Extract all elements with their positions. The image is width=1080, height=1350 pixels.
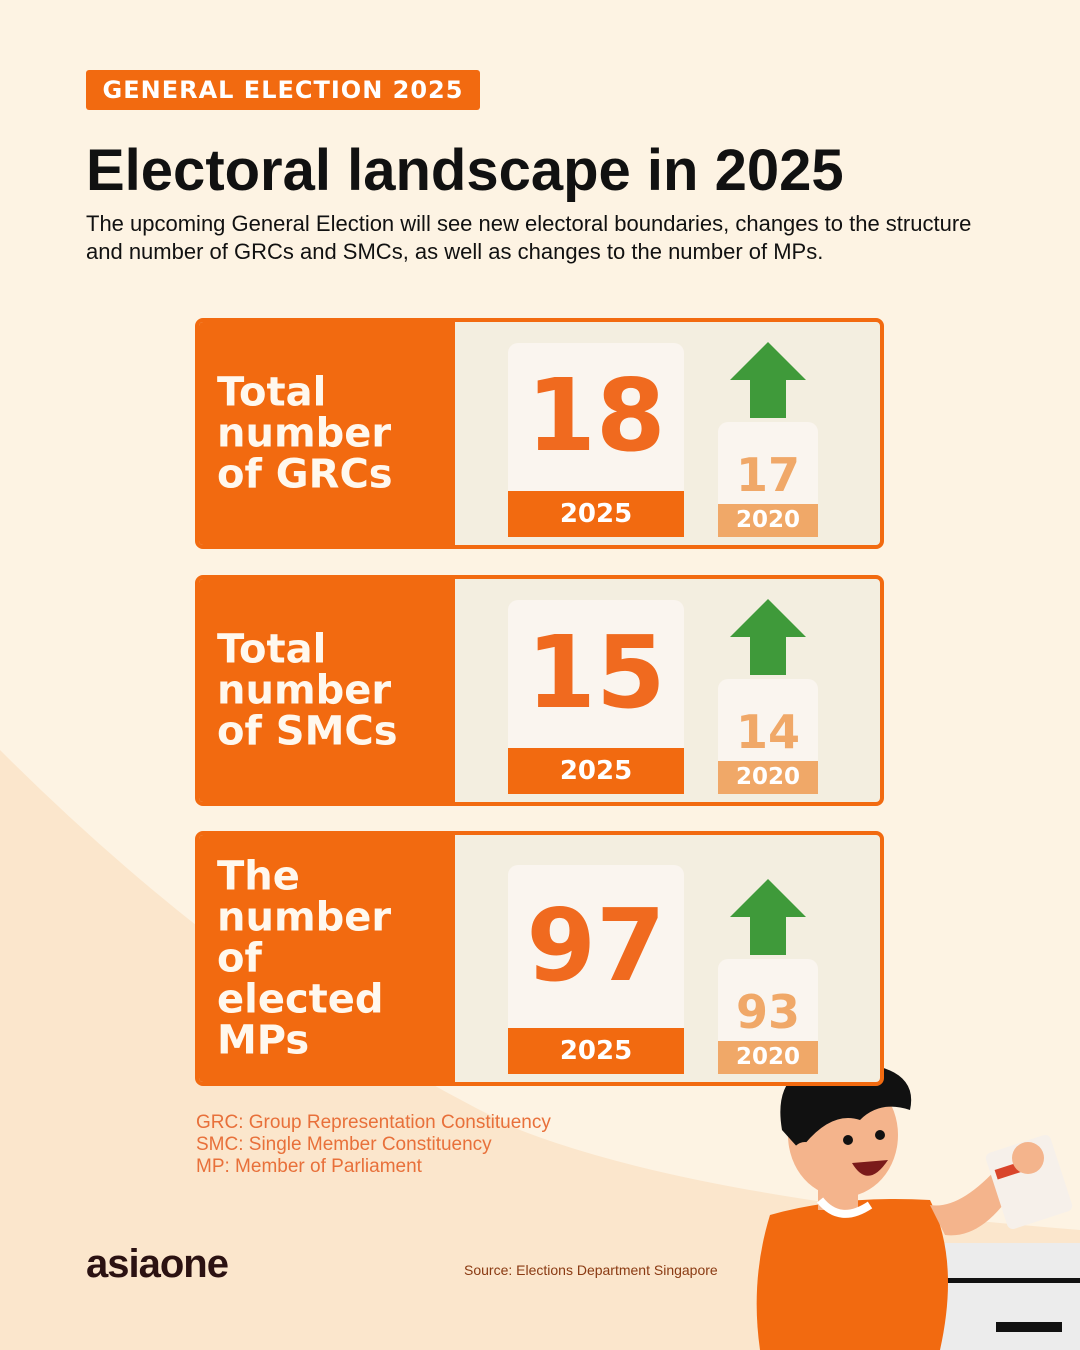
increase-arrow [730, 599, 806, 675]
previous-value: 17 [735, 448, 800, 502]
current-year: 2025 [508, 748, 684, 794]
previous-year: 2020 [718, 504, 818, 537]
subtitle: The upcoming General Election will see n… [86, 211, 972, 264]
glossary-line: SMC: Single Member Constituency [196, 1134, 492, 1155]
card-label: The number of elected MPs [217, 853, 392, 1063]
previous-box: 17 2020 [718, 422, 818, 537]
title: Electoral landscape in 2025 [86, 138, 844, 203]
current-box: 18 2025 [508, 343, 684, 537]
previous-value: 93 [735, 985, 800, 1039]
stat-card: The number of elected MPs 97 2025 93 2020 [195, 831, 884, 1086]
previous-value: 14 [735, 705, 800, 759]
current-value: 97 [526, 886, 666, 1004]
logo: asiaone [86, 1242, 229, 1286]
current-value: 18 [526, 357, 666, 474]
current-box: 97 2025 [508, 865, 684, 1074]
previous-box: 93 2020 [718, 959, 818, 1074]
current-value: 15 [526, 614, 666, 731]
increase-arrow [730, 879, 806, 955]
stat-card: Total number of SMCs 15 2025 14 2020 [195, 575, 884, 806]
background-curve [0, 750, 1080, 1350]
current-box: 15 2025 [508, 600, 684, 794]
glossary-line: GRC: Group Representation Constituency [196, 1112, 551, 1133]
card-label: Total number of GRCs [217, 369, 393, 497]
card-side: Total number of GRCs [199, 322, 455, 545]
current-year: 2025 [508, 1028, 684, 1074]
previous-year: 2020 [718, 1041, 818, 1074]
card-side: The number of elected MPs [199, 835, 455, 1082]
glossary-line: MP: Member of Parliament [196, 1156, 422, 1177]
current-year: 2025 [508, 491, 684, 537]
card-label: Total number of SMCs [217, 626, 398, 754]
source: Source: Elections Department Singapore [464, 1262, 718, 1278]
increase-arrow [730, 342, 806, 418]
glossary: GRC: Group Representation Constituency SM… [196, 1112, 551, 1178]
card-side: Total number of SMCs [199, 579, 455, 802]
badge: GENERAL ELECTION 2025 [86, 70, 480, 110]
stat-card: Total number of GRCs 18 2025 17 2020 [195, 318, 884, 549]
previous-box: 14 2020 [718, 679, 818, 794]
previous-year: 2020 [718, 761, 818, 794]
